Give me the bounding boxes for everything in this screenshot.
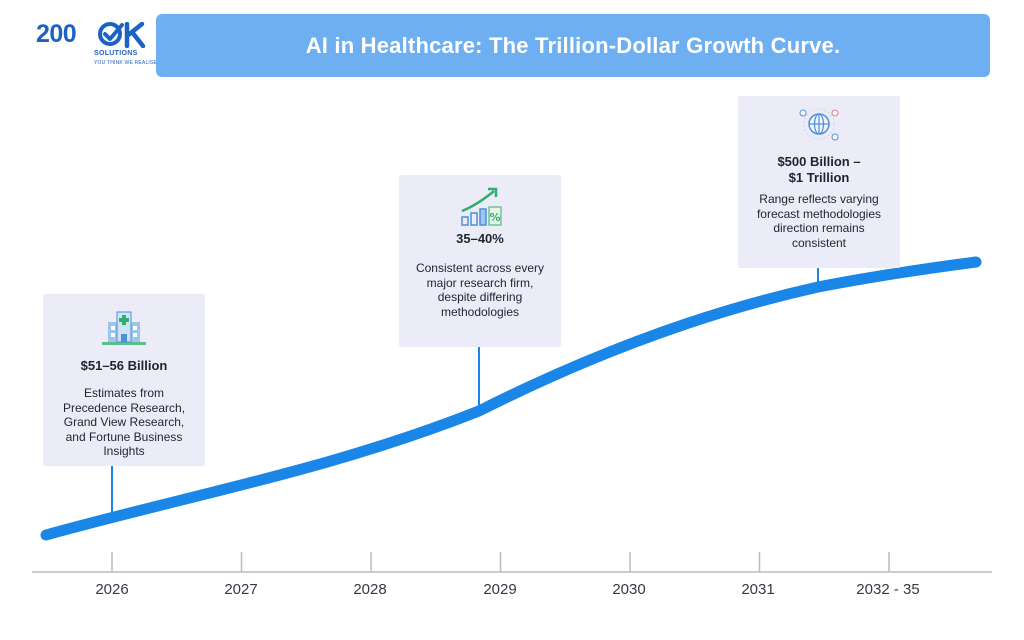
timeline-tick-marks	[111, 552, 890, 572]
logo-tagline: YOU THINK WE REALISE	[94, 60, 158, 66]
growth-curve	[40, 256, 982, 541]
hospital-icon	[102, 311, 146, 345]
tick-label-2029: 2029	[483, 581, 517, 598]
company-logo: 200 SOLUTIONS YOU THINK WE REALISE	[36, 20, 157, 72]
milestone-description: Range reflects varying forecast methodol…	[756, 192, 882, 250]
tick-label-2027: 2027	[224, 581, 258, 598]
milestone-card-2029: % 35–40% Consistent across every major r…	[399, 175, 561, 347]
tick-label-2028: 2028	[353, 581, 387, 598]
global-health-icon	[799, 108, 839, 141]
logo-subtitle: SOLUTIONS	[94, 50, 138, 57]
milestone-description: Consistent across every major research f…	[415, 261, 545, 319]
milestone-value: 35–40%	[456, 231, 504, 246]
page-title: AI in Healthcare: The Trillion-Dollar Gr…	[305, 32, 841, 58]
tick-label-2032-35: 2032 - 35	[856, 581, 920, 598]
tick-label-2030: 2030	[612, 581, 646, 598]
logo-k-glyph	[124, 22, 146, 48]
milestone-value: $500 Billion – $1 Trillion	[777, 154, 861, 185]
milestone-card-2031: $500 Billion – $1 Trillion Range reflect…	[738, 96, 900, 268]
tick-label-2031: 2031	[741, 581, 775, 598]
title-banner: AI in Healthcare: The Trillion-Dollar Gr…	[156, 14, 990, 77]
check-icon	[98, 22, 124, 46]
tick-label-2026: 2026	[95, 581, 129, 598]
milestone-value: $51–56 Billion	[80, 358, 168, 373]
milestone-card-2026: $51–56 Billion Estimates from Precedence…	[43, 294, 205, 466]
milestone-description: Estimates from Precedence Research, Gran…	[62, 386, 186, 458]
logo-wordmark: 200	[36, 20, 77, 48]
growth-chart-icon: %	[461, 187, 502, 226]
svg-text:%: %	[489, 211, 500, 224]
